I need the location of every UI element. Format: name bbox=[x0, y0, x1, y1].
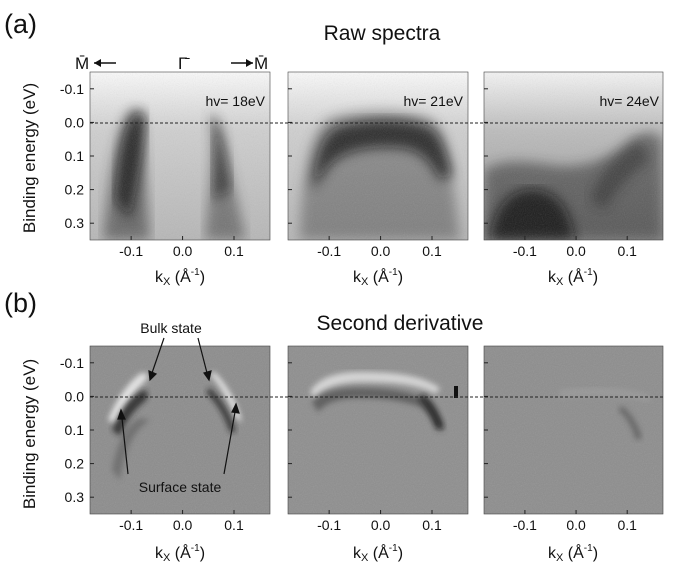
x-tick-label: 0.1 bbox=[224, 517, 244, 533]
x-tick-label: 0.1 bbox=[422, 243, 442, 259]
y-tick-label: 0.0 bbox=[65, 388, 85, 404]
x-tick-label: 0.1 bbox=[224, 243, 244, 259]
panel-a-image-21ev bbox=[288, 72, 468, 240]
panel-b-image-21ev bbox=[288, 346, 468, 514]
surface-state-label: Surface state bbox=[139, 479, 222, 495]
x-axis-title-a2: kX (Å-1) bbox=[353, 267, 403, 288]
y-tick-label: -0.1 bbox=[60, 355, 84, 371]
x-tick-label: -0.1 bbox=[513, 517, 537, 533]
y-tick-label: 0.3 bbox=[65, 489, 85, 505]
x-tick-label: 0.0 bbox=[566, 243, 586, 259]
panel-a-image-24ev bbox=[484, 72, 663, 240]
x-tick-label: -0.1 bbox=[119, 517, 143, 533]
arrow-right-icon bbox=[246, 59, 253, 67]
bulk-state-arrows bbox=[148, 337, 212, 382]
y-tick-label: -0.1 bbox=[60, 81, 84, 97]
x-axis-title-b2: kX (Å-1) bbox=[353, 543, 403, 564]
y-tick-label: 0.0 bbox=[65, 114, 85, 130]
y-axis-title-a: Binding energy (eV) bbox=[20, 83, 39, 233]
hv-label-21: hv= 21eV bbox=[403, 93, 463, 109]
x-tick-label: 0.0 bbox=[173, 243, 193, 259]
fermi-level-lines bbox=[90, 122, 663, 398]
panel-b-image-18ev bbox=[90, 346, 270, 514]
x-tick-label: -0.1 bbox=[513, 243, 537, 259]
y-tick-label: 0.3 bbox=[65, 215, 85, 231]
x-axis-title-b1: kX (Å-1) bbox=[155, 543, 205, 564]
bulk-state-label: Bulk state bbox=[140, 320, 202, 336]
x-tick-label: -0.1 bbox=[119, 243, 143, 259]
y-tick-label: 0.1 bbox=[65, 422, 85, 438]
panel-b-image-24ev bbox=[484, 346, 663, 514]
y-tick-label: 0.2 bbox=[65, 182, 85, 198]
y-tick-label: 0.1 bbox=[65, 148, 85, 164]
hv-label-18: hv= 18eV bbox=[205, 93, 265, 109]
panel-a-letter: (a) bbox=[4, 9, 37, 39]
x-axis-titles: kX (Å-1) kX (Å-1) kX (Å-1) kX (Å-1) kX (… bbox=[155, 267, 598, 564]
y-axis-title-b: Binding energy (eV) bbox=[20, 359, 39, 509]
axis-ticks: -0.1 0.0 0.1 -0.1 0.0 0.1 0.2 0.3 -0.1 0.0 0.1 -0.1… bbox=[60, 81, 637, 533]
x-tick-label: 0.1 bbox=[617, 243, 637, 259]
x-tick-label: 0.0 bbox=[173, 517, 193, 533]
panel-b-letter: (b) bbox=[4, 288, 37, 318]
arrow-left-icon bbox=[94, 59, 101, 67]
x-tick-label: 0.0 bbox=[566, 517, 586, 533]
x-axis-title-b3: kX (Å-1) bbox=[548, 543, 598, 564]
x-tick-label: 0.0 bbox=[371, 243, 391, 259]
y-tick-label: 0.2 bbox=[65, 456, 85, 472]
x-tick-label: 0.1 bbox=[617, 517, 637, 533]
kpoint-gamma-label: Γ̄ bbox=[178, 54, 190, 73]
kpoint-m-right-label: M̄ bbox=[254, 54, 268, 73]
panel-a-image-18ev bbox=[90, 72, 270, 240]
panel-b-title: Second derivative bbox=[317, 312, 484, 335]
kpoint-markers: M̄ Γ̄ M̄ bbox=[75, 54, 268, 73]
x-tick-label: 0.0 bbox=[371, 517, 391, 533]
x-axis-title-a3: kX (Å-1) bbox=[548, 267, 598, 288]
hv-label-24: hv= 24eV bbox=[599, 93, 659, 109]
surface-state-arrows bbox=[117, 402, 240, 475]
x-tick-label: 0.1 bbox=[422, 517, 442, 533]
kpoint-m-left-label: M̄ bbox=[75, 54, 89, 73]
x-axis-title-a1: kX (Å-1) bbox=[155, 267, 205, 288]
panel-a-title: Raw spectra bbox=[324, 22, 441, 45]
x-tick-label: -0.1 bbox=[317, 243, 341, 259]
x-tick-label: -0.1 bbox=[317, 517, 341, 533]
